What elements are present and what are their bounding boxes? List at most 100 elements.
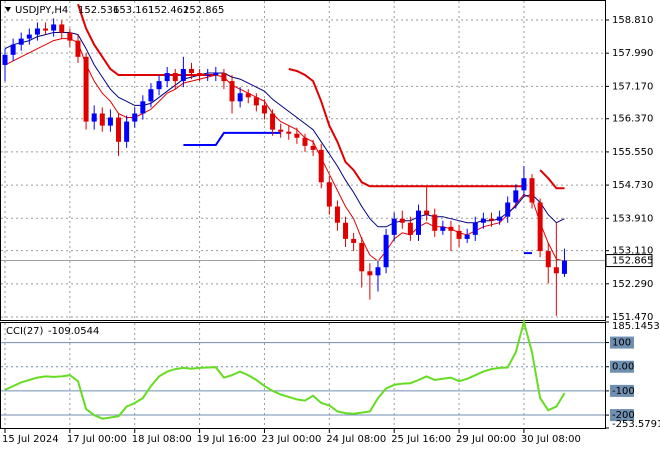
candle-body (480, 218, 486, 223)
candle-body (448, 226, 454, 231)
candle-body (399, 218, 405, 223)
indicator-line (4, 32, 565, 228)
y-tick-label: 157.990 (612, 48, 653, 59)
y-tick-label: 154.730 (612, 180, 653, 191)
level-label-bg (610, 384, 634, 397)
y-tick-label: 155.550 (612, 147, 653, 158)
candle-body (164, 73, 170, 82)
candle-body (18, 38, 24, 45)
candle-body (456, 230, 462, 239)
candle-body (148, 89, 154, 102)
candle-body (545, 251, 551, 268)
candle-body (343, 222, 349, 239)
y-tick-label: 158.810 (612, 15, 653, 26)
candle-body (334, 206, 340, 223)
candle-body (237, 93, 243, 102)
candle-body (107, 117, 113, 126)
candle-body (270, 113, 276, 130)
candle-body (561, 260, 567, 274)
candle-body (505, 202, 511, 217)
candle-body (497, 216, 503, 221)
candle-body (34, 28, 40, 35)
candle-body (124, 121, 130, 142)
menu-arrow[interactable] (5, 7, 11, 12)
price-label: 152.865 (612, 256, 653, 267)
candle-body (116, 117, 122, 142)
x-tick-label: 15 Jul 2024 (2, 434, 59, 445)
candle-body (302, 137, 308, 146)
candle-body (383, 234, 389, 268)
candle-body (91, 113, 97, 122)
level-label-bg (610, 409, 634, 422)
candle-body (261, 105, 267, 114)
x-tick-label: 29 Jul 00:00 (456, 434, 516, 445)
candle-body (43, 28, 49, 31)
candle-body (367, 271, 373, 276)
candle-body (351, 238, 357, 243)
cci-title: CCI(27) (6, 326, 44, 337)
candle-body (213, 73, 219, 76)
price-box (605, 254, 653, 268)
cci-frame (0, 322, 606, 429)
candle-body (132, 113, 138, 122)
candle-body (521, 178, 527, 191)
candle-body (205, 75, 211, 77)
candle-body (140, 101, 146, 114)
candle-body (51, 24, 57, 31)
candle-body (359, 242, 365, 272)
candle-body (424, 210, 430, 215)
candle-body (310, 145, 316, 150)
open-value: 152.536 (78, 5, 119, 16)
cci-line (4, 318, 566, 420)
candle-body (391, 218, 397, 235)
candle-body (529, 178, 535, 203)
candle-body (440, 226, 446, 231)
candle-body (432, 214, 438, 231)
candle-body (156, 81, 162, 90)
x-tick-label: 19 Jul 16:00 (197, 434, 257, 445)
candle-body (318, 149, 324, 183)
candle-body (221, 73, 227, 82)
y-tick-label: -100 (612, 386, 635, 397)
x-tick-label: 30 Jul 08:00 (521, 434, 581, 445)
candle-body (472, 222, 478, 235)
level-label-bg (610, 336, 634, 349)
x-tick-label: 18 Jul 08:00 (132, 434, 192, 445)
candle-body (278, 129, 284, 132)
y-tick-label: 0.00 (612, 362, 634, 373)
level-label-bg (610, 360, 634, 373)
candle-body (26, 34, 32, 39)
main-frame (0, 0, 606, 321)
candle-body (326, 182, 332, 207)
close-value: 152.865 (183, 5, 224, 16)
candle-body (75, 40, 81, 57)
candle-body (99, 113, 105, 126)
candle-body (488, 218, 494, 221)
candle-body (416, 210, 422, 235)
candle-body (2, 54, 8, 65)
x-tick-label: 17 Jul 00:00 (67, 434, 127, 445)
candle-body (464, 234, 470, 239)
candle-body (172, 73, 178, 82)
y-tick-label: 157.170 (612, 81, 653, 92)
candle-body (180, 68, 186, 82)
indicator-line (183, 131, 532, 255)
candle-body (553, 267, 559, 274)
y-tick-label: 156.370 (612, 114, 653, 125)
x-tick-label: 23 Jul 00:00 (261, 434, 321, 445)
candle-body (83, 56, 89, 122)
y-tick-label: 153.110 (612, 246, 653, 257)
candle-body (253, 97, 259, 106)
x-tick-label: 25 Jul 16:00 (391, 434, 451, 445)
high-value: 153.161 (113, 5, 154, 16)
candle-body (375, 267, 381, 276)
candle-body (537, 202, 543, 252)
y-tick-label: 185.1453 (612, 321, 660, 332)
y-tick-label: -253.5791 (612, 419, 660, 430)
y-tick-label: 152.290 (612, 279, 653, 290)
symbol: USDJPY,H4 (15, 5, 68, 16)
y-tick-label: 100 (612, 338, 631, 349)
candle-body (286, 131, 292, 134)
candle-body (67, 32, 73, 41)
